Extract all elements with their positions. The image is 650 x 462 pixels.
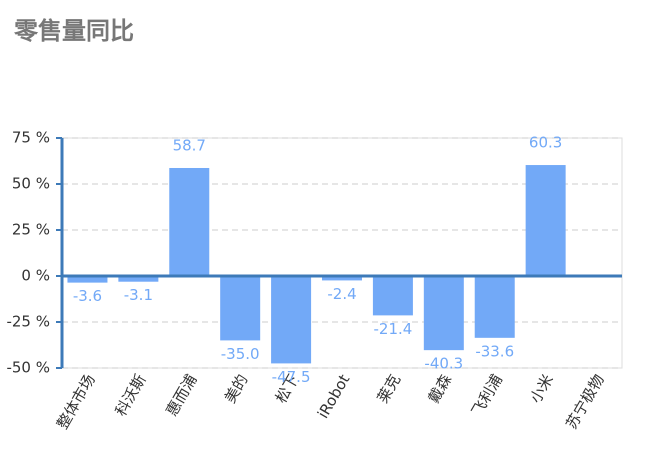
value-label: -2.4 [327,285,356,303]
bar [220,276,261,341]
value-label: -3.6 [73,287,102,305]
value-label: -33.6 [475,342,514,360]
x-tick-label: 飞利浦 [468,371,506,419]
bar [118,276,159,282]
x-tick-label: iRobot [314,371,353,421]
y-tick-label: 50 % [12,175,50,193]
x-tick-label: 戴森 [425,371,456,406]
bar [67,276,108,283]
bar [423,276,464,351]
bar [372,276,413,316]
bar [525,165,566,276]
value-label: -35.0 [221,345,260,363]
x-tick-label: 苏宁极物 [562,371,608,432]
value-label: -21.4 [374,320,413,338]
x-tick-label: 莱克 [374,371,405,406]
value-label: -47.5 [272,368,311,386]
x-tick-label: 美的 [221,371,252,406]
y-tick-label: 25 % [12,221,50,239]
x-tick-label: 科沃斯 [112,371,150,419]
x-tick-label: 小米 [526,371,557,406]
value-label: 60.3 [529,134,562,152]
bar [271,276,312,364]
y-tick-label: -25 % [6,313,50,331]
bar [322,276,362,281]
value-label: -3.1 [124,286,153,304]
y-tick-label: 75 % [12,129,50,147]
value-label: -40.3 [424,355,463,373]
bar [169,167,210,276]
value-label: 58.7 [173,136,206,154]
chart-title: 零售量同比 [13,17,134,45]
bar [474,276,515,338]
x-tick-label: 整体市场 [53,371,99,432]
x-tick-label: 惠而浦 [163,371,201,419]
y-tick-label: -50 % [6,359,50,377]
y-tick-label: 0 % [21,267,50,285]
